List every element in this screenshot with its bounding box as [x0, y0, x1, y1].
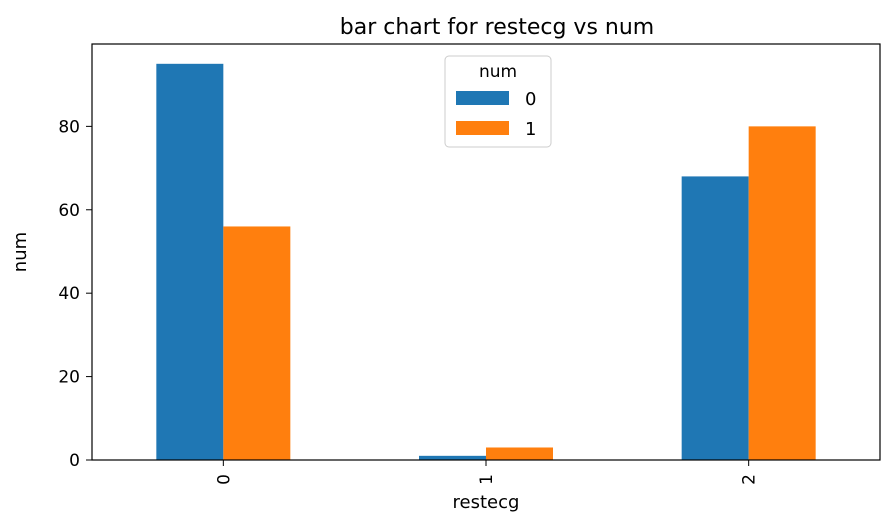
y-tick-label: 40 — [58, 284, 80, 304]
bar-1-series-1 — [486, 447, 553, 460]
legend-label-0: 0 — [525, 89, 536, 110]
legend-label-1: 1 — [525, 119, 536, 140]
y-tick-label: 60 — [58, 201, 80, 221]
x-tick-label: 0 — [214, 474, 234, 485]
y-tick-label: 20 — [58, 368, 80, 388]
x-axis-label: restecg — [453, 492, 520, 513]
legend: num 0 1 — [444, 55, 552, 148]
chart-title: bar chart for restecg vs num — [340, 15, 654, 40]
legend-swatch-1 — [456, 121, 509, 135]
bars-group — [156, 63, 816, 461]
y-axis-label: num — [10, 232, 31, 272]
x-axis: 0 1 2 — [214, 460, 760, 485]
y-tick-label: 80 — [58, 117, 80, 137]
x-tick-label: 1 — [477, 474, 497, 485]
x-tick-label: 2 — [740, 474, 760, 485]
legend-swatch-0 — [456, 91, 509, 105]
bar-1-series-0 — [419, 455, 486, 460]
bar-0-series-1 — [223, 226, 291, 460]
bar-2-series-0 — [681, 176, 749, 461]
bar-0-series-0 — [156, 63, 224, 461]
y-tick-label: 0 — [69, 451, 80, 471]
bar-2-series-1 — [748, 126, 816, 461]
y-axis: 0 20 40 60 80 — [58, 117, 92, 471]
legend-title: num — [479, 62, 517, 82]
